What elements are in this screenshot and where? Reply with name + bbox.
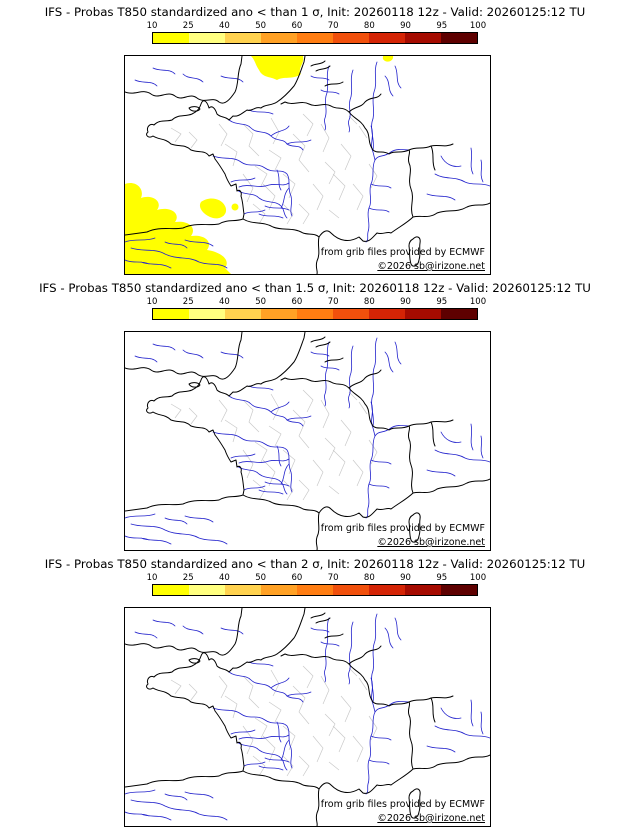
colorbar-tick-label: 80 [363, 21, 375, 31]
colorbar-segment [153, 33, 189, 43]
ecmwf-credit: from grib files provided by ECMWF [320, 799, 485, 810]
colorbar-segment [261, 585, 297, 595]
colorbar-tick-label: 70 [327, 21, 339, 31]
colorbar: 10 25 40 50 60 70 80 90 95 100 [147, 297, 487, 320]
map-container: from grib files provided by ECMWF ©2026 … [124, 55, 491, 275]
colorbar-segment [261, 309, 297, 319]
copyright-year: ©2026 [377, 261, 415, 272]
colorbar-tick-label: 95 [436, 573, 448, 583]
colorbar-tick-label: 100 [469, 297, 487, 307]
colorbar-segment [369, 585, 405, 595]
colorbar-tick-label: 60 [291, 573, 303, 583]
colorbar-segment [189, 309, 225, 319]
colorbar-tick-label: 90 [400, 297, 411, 307]
colorbar-segment [405, 309, 441, 319]
france-probability-map [125, 332, 490, 550]
colorbar-tick-label: 50 [255, 21, 267, 31]
colorbar-tick-label: 80 [363, 573, 375, 583]
copyright: ©2026 sb@irizone.net [377, 261, 485, 272]
colorbar-segment [297, 309, 333, 319]
colorbar: 10 25 40 50 60 70 80 90 95 100 [147, 21, 487, 44]
colorbar-segment [297, 33, 333, 43]
colorbar-segment [441, 585, 477, 595]
colorbar-segment [405, 33, 441, 43]
colorbar-tick-label: 25 [182, 21, 194, 31]
colorbar-tick-label: 70 [327, 573, 339, 583]
copyright-link[interactable]: sb@irizone.net [414, 261, 485, 272]
panel-2sigma: IFS - Probas T850 standardized ano < tha… [0, 552, 630, 828]
colorbar-tick-label: 70 [327, 297, 339, 307]
copyright-year: ©2026 [377, 537, 415, 548]
colorbar-segment [225, 33, 261, 43]
colorbar-tick-label: 25 [182, 297, 194, 307]
colorbar-segment [369, 309, 405, 319]
colorbar: 10 25 40 50 60 70 80 90 95 100 [147, 573, 487, 596]
colorbar-segment [225, 309, 261, 319]
copyright: ©2026 sb@irizone.net [377, 813, 485, 824]
colorbar-tick-label: 95 [436, 297, 448, 307]
colorbar-tick-label: 40 [219, 21, 230, 31]
colorbar-segment [441, 309, 477, 319]
colorbar-tick-label: 100 [469, 21, 487, 31]
panel-1.5sigma: IFS - Probas T850 standardized ano < tha… [0, 276, 630, 552]
map-container: from grib files provided by ECMWF ©2026 … [124, 331, 491, 551]
copyright-link[interactable]: sb@irizone.net [414, 537, 485, 548]
colorbar-tick-label: 80 [363, 297, 375, 307]
panel-title: IFS - Probas T850 standardized ano < tha… [44, 5, 586, 19]
colorbar-tick-label: 60 [291, 297, 303, 307]
panel-title: IFS - Probas T850 standardized ano < tha… [44, 557, 586, 571]
colorbar-segment [297, 585, 333, 595]
colorbar-tick-label: 50 [255, 297, 267, 307]
panel-1sigma: IFS - Probas T850 standardized ano < tha… [0, 0, 630, 276]
colorbar-bar [152, 32, 478, 44]
france-probability-map [125, 608, 490, 826]
colorbar-tick-label: 40 [219, 297, 230, 307]
colorbar-tick-label: 40 [219, 573, 230, 583]
colorbar-tick-label: 10 [146, 297, 158, 307]
colorbar-segment [333, 33, 369, 43]
colorbar-tick-label: 95 [436, 21, 448, 31]
colorbar-bar [152, 584, 478, 596]
colorbar-segment [225, 585, 261, 595]
colorbar-tick-label: 10 [146, 21, 158, 31]
ecmwf-credit: from grib files provided by ECMWF [320, 247, 485, 258]
map-container: from grib files provided by ECMWF ©2026 … [124, 607, 491, 827]
colorbar-segment [441, 33, 477, 43]
colorbar-labels: 10 25 40 50 60 70 80 90 95 100 [147, 573, 487, 584]
colorbar-segment [189, 33, 225, 43]
colorbar-tick-label: 50 [255, 573, 267, 583]
colorbar-tick-label: 90 [400, 573, 411, 583]
colorbar-tick-label: 10 [146, 573, 158, 583]
copyright-year: ©2026 [377, 813, 415, 824]
france-probability-map [125, 56, 490, 274]
colorbar-segment [153, 309, 189, 319]
colorbar-segment [153, 585, 189, 595]
colorbar-segment [369, 33, 405, 43]
copyright: ©2026 sb@irizone.net [377, 537, 485, 548]
colorbar-bar [152, 308, 478, 320]
colorbar-tick-label: 90 [400, 21, 411, 31]
colorbar-segment [189, 585, 225, 595]
colorbar-labels: 10 25 40 50 60 70 80 90 95 100 [147, 297, 487, 308]
colorbar-tick-label: 100 [469, 573, 487, 583]
colorbar-segment [333, 585, 369, 595]
colorbar-labels: 10 25 40 50 60 70 80 90 95 100 [147, 21, 487, 32]
ecmwf-credit: from grib files provided by ECMWF [320, 523, 485, 534]
colorbar-segment [405, 585, 441, 595]
colorbar-tick-label: 60 [291, 21, 303, 31]
colorbar-segment [261, 33, 297, 43]
panel-title: IFS - Probas T850 standardized ano < tha… [39, 281, 591, 295]
colorbar-segment [333, 309, 369, 319]
colorbar-tick-label: 25 [182, 573, 194, 583]
copyright-link[interactable]: sb@irizone.net [414, 813, 485, 824]
